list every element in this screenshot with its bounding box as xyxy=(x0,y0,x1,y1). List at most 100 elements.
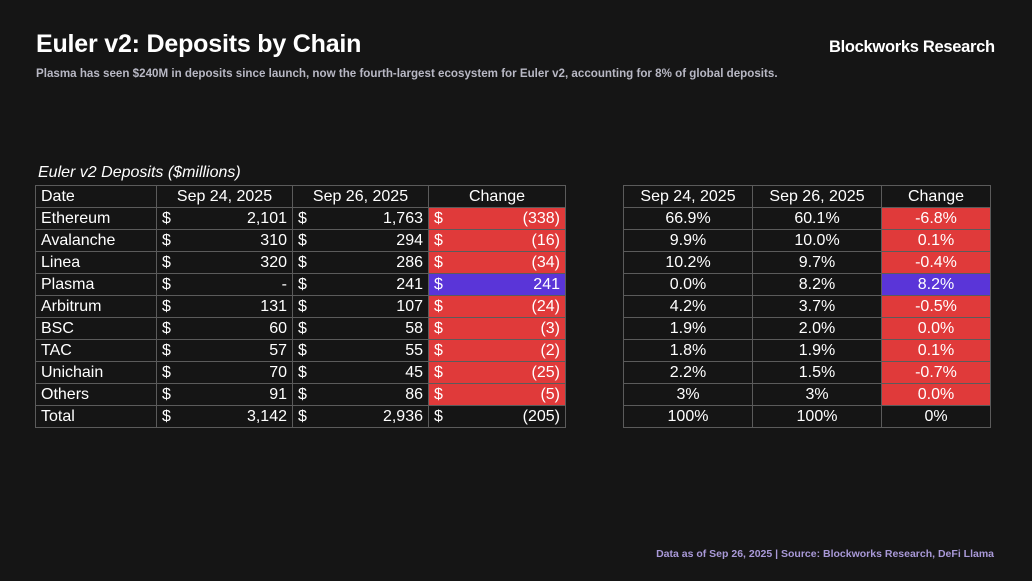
chain-name-cell: Unichain xyxy=(35,361,157,384)
value-cell-content: $ (5) xyxy=(434,386,560,404)
share-cell: 9.9% xyxy=(623,229,753,252)
value-cell-content: $3,142 xyxy=(162,408,287,426)
table-row: Total $3,142 $2,936 $ (205) xyxy=(35,405,566,428)
share-change-cell: 0% xyxy=(881,405,991,428)
table-row: 66.9% 60.1% -6.8% xyxy=(623,207,991,230)
cell-value: (34) xyxy=(531,253,560,271)
table-row: 1.8% 1.9% 0.1% xyxy=(623,339,991,362)
currency-symbol: $ xyxy=(434,275,443,293)
share-change-cell: -6.8% xyxy=(881,207,991,230)
share-cell: 1.9% xyxy=(623,317,753,340)
share-change-cell: -0.7% xyxy=(881,361,991,384)
cell-value: (2) xyxy=(540,341,560,359)
value-cell: $286 xyxy=(292,251,429,274)
currency-symbol: $ xyxy=(298,231,307,249)
value-cell-content: $ - xyxy=(162,276,287,294)
value-cell: $ - xyxy=(156,273,293,296)
brand-logo-text: Blockworks Research xyxy=(829,38,995,56)
share-change-cell: 0.0% xyxy=(881,317,991,340)
currency-symbol: $ xyxy=(298,275,307,293)
value-cell-content: $57 xyxy=(162,342,287,360)
table-row: Ethereum $2,101 $1,763 $ (338) xyxy=(35,207,566,230)
source-footnote: Data as of Sep 26, 2025 | Source: Blockw… xyxy=(656,548,994,560)
table-row: 1.9% 2.0% 0.0% xyxy=(623,317,991,340)
cell-value: 60 xyxy=(269,319,287,337)
currency-symbol: $ xyxy=(298,385,307,403)
value-cell: $294 xyxy=(292,229,429,252)
currency-symbol: $ xyxy=(434,407,443,425)
cell-value: - xyxy=(281,275,287,293)
value-cell-content: $241 xyxy=(434,276,560,294)
value-cell: $91 xyxy=(156,383,293,406)
currency-symbol: $ xyxy=(434,253,443,271)
share-table-body: 66.9% 60.1% -6.8% 9.9% 10.0% 0.1% 10.2% 9.7% -0.… xyxy=(623,207,991,428)
value-cell: $ (5) xyxy=(428,383,566,406)
share-cell: 0.0% xyxy=(623,273,753,296)
currency-symbol: $ xyxy=(434,209,443,227)
header-cell: Sep 24, 2025 xyxy=(156,185,293,208)
share-cell: 3.7% xyxy=(752,295,882,318)
value-cell: $58 xyxy=(292,317,429,340)
value-cell: $60 xyxy=(156,317,293,340)
share-cell: 2.0% xyxy=(752,317,882,340)
currency-symbol: $ xyxy=(298,363,307,381)
value-cell-content: $1,763 xyxy=(298,210,423,228)
currency-symbol: $ xyxy=(162,231,171,249)
value-cell-content: $70 xyxy=(162,364,287,382)
cell-value: 2,936 xyxy=(382,407,423,425)
value-cell-content: $131 xyxy=(162,298,287,316)
cell-value: 3,142 xyxy=(246,407,287,425)
value-cell: $1,763 xyxy=(292,207,429,230)
value-cell: $310 xyxy=(156,229,293,252)
table-row: BSC $60 $58 $ (3) xyxy=(35,317,566,340)
chain-name-cell: Plasma xyxy=(35,273,157,296)
table-row: Plasma $ - $241 $241 xyxy=(35,273,566,296)
table-row: TAC $57 $55 $ (2) xyxy=(35,339,566,362)
share-cell: 9.7% xyxy=(752,251,882,274)
value-cell-content: $ (16) xyxy=(434,232,560,250)
cell-value: 91 xyxy=(269,385,287,403)
cell-value: 70 xyxy=(269,363,287,381)
table-row: 9.9% 10.0% 0.1% xyxy=(623,229,991,252)
share-cell: 100% xyxy=(752,405,882,428)
header-cell: Sep 24, 2025 xyxy=(623,185,753,208)
table-row: Unichain $70 $45 $ (25) xyxy=(35,361,566,384)
value-cell: $ (25) xyxy=(428,361,566,384)
deposits-header-row: Date Sep 24, 2025 Sep 26, 2025 Change xyxy=(35,185,566,208)
currency-symbol: $ xyxy=(434,319,443,337)
cell-value: (338) xyxy=(522,209,560,227)
cell-value: (5) xyxy=(540,385,560,403)
currency-symbol: $ xyxy=(434,341,443,359)
header-cell: Sep 26, 2025 xyxy=(752,185,882,208)
table-row: 100% 100% 0% xyxy=(623,405,991,428)
value-cell: $ (16) xyxy=(428,229,566,252)
value-cell: $320 xyxy=(156,251,293,274)
value-cell-content: $2,936 xyxy=(298,408,423,426)
share-change-cell: 0.1% xyxy=(881,339,991,362)
share-change-cell: 0.1% xyxy=(881,229,991,252)
table-row: 3% 3% 0.0% xyxy=(623,383,991,406)
table-row: 2.2% 1.5% -0.7% xyxy=(623,361,991,384)
value-cell: $3,142 xyxy=(156,405,293,428)
value-cell: $ (338) xyxy=(428,207,566,230)
value-cell: $241 xyxy=(292,273,429,296)
chain-name-cell: Arbitrum xyxy=(35,295,157,318)
value-cell-content: $241 xyxy=(298,276,423,294)
share-change-cell: 0.0% xyxy=(881,383,991,406)
value-cell-content: $45 xyxy=(298,364,423,382)
chain-name-cell: TAC xyxy=(35,339,157,362)
currency-symbol: $ xyxy=(162,275,171,293)
currency-symbol: $ xyxy=(298,407,307,425)
currency-symbol: $ xyxy=(434,385,443,403)
value-cell-content: $286 xyxy=(298,254,423,272)
cell-value: 86 xyxy=(405,385,423,403)
share-cell: 1.8% xyxy=(623,339,753,362)
value-cell: $ (3) xyxy=(428,317,566,340)
share-cell: 100% xyxy=(623,405,753,428)
value-cell-content: $60 xyxy=(162,320,287,338)
currency-symbol: $ xyxy=(298,319,307,337)
table-row: 4.2% 3.7% -0.5% xyxy=(623,295,991,318)
cell-value: 294 xyxy=(396,231,423,249)
chain-name-cell: Linea xyxy=(35,251,157,274)
value-cell-content: $ (3) xyxy=(434,320,560,338)
